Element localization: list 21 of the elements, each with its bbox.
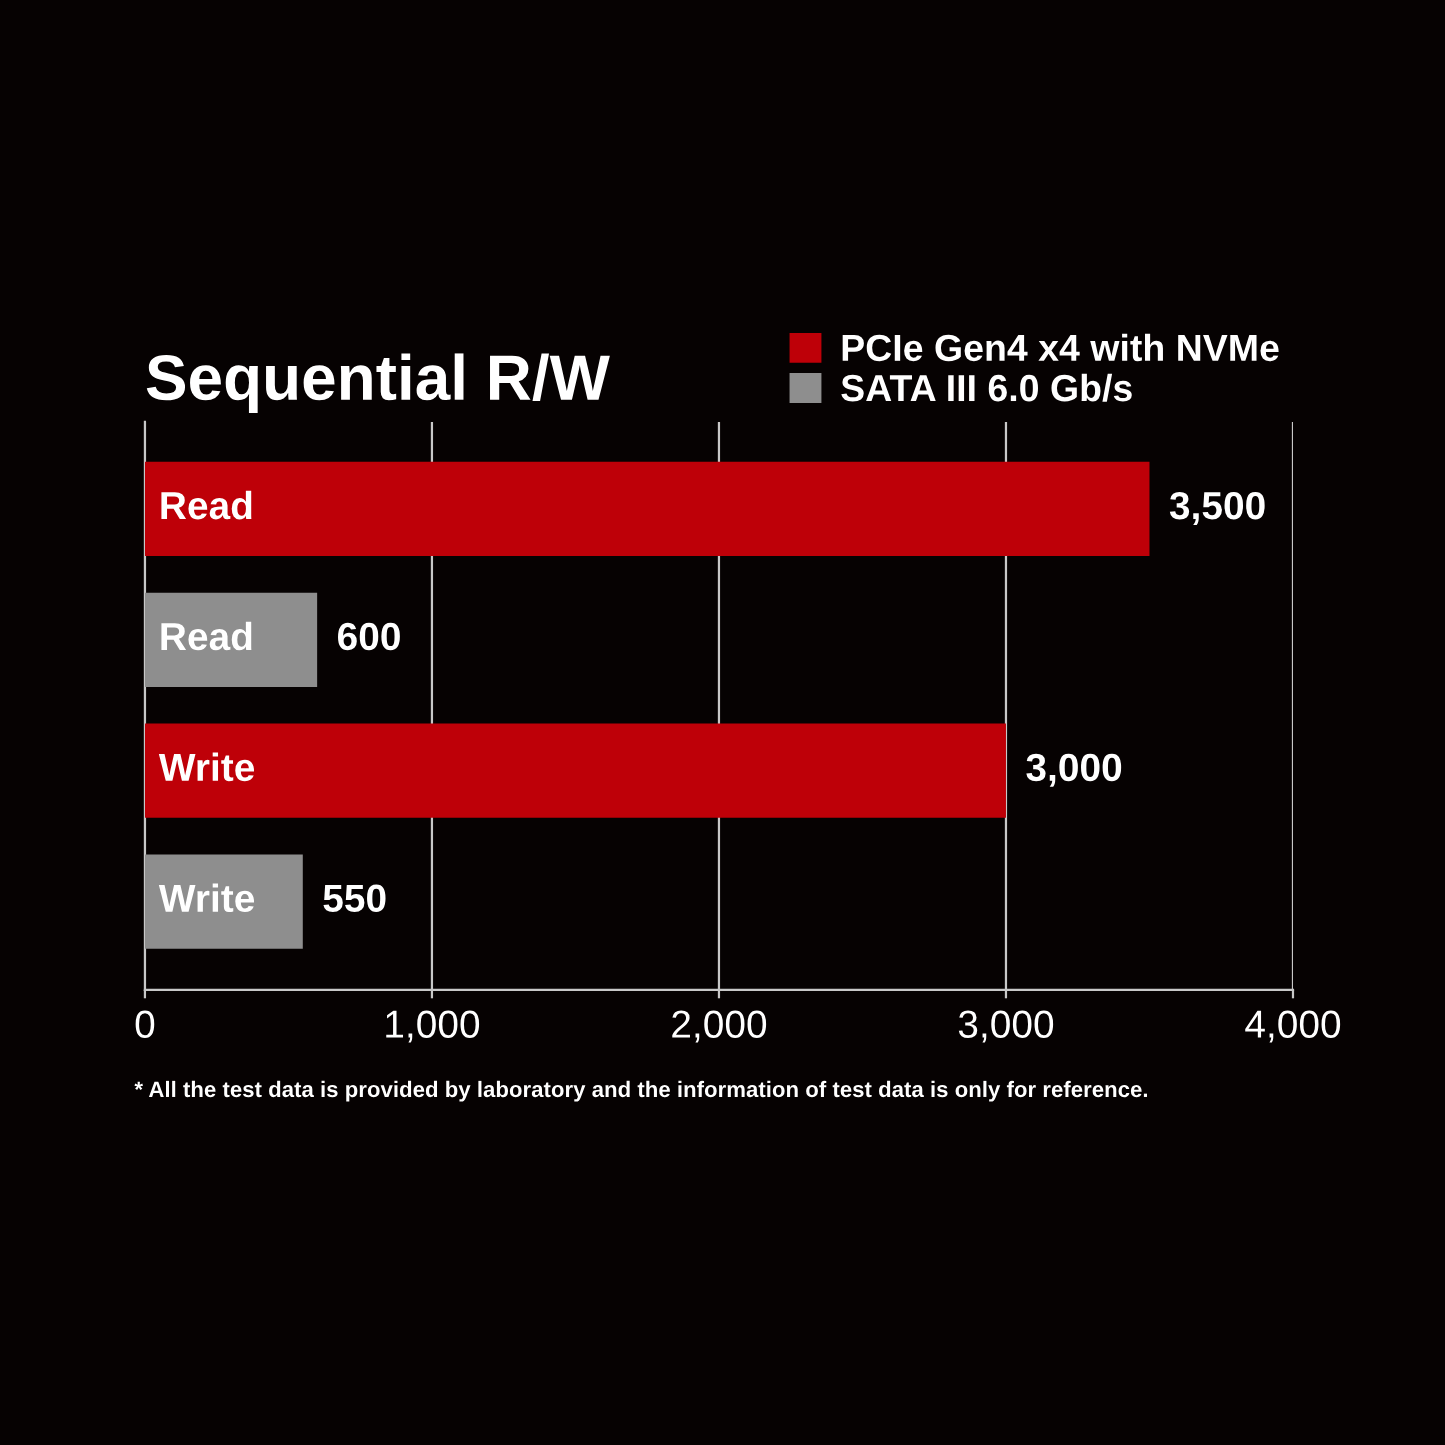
x-tick-label: 4,000 — [1245, 1010, 1341, 1043]
bar — [144, 854, 303, 949]
y-tick-label: Read — [161, 490, 252, 520]
y-tick-label: Write — [158, 752, 255, 782]
x-tick-label: 3,000 — [958, 1010, 1054, 1043]
x-tick-label: 1,000 — [386, 1010, 480, 1043]
legend-label: SATA III 6.0 Gb/s — [841, 373, 1132, 402]
chart-title: Sequential R/W — [146, 353, 610, 413]
y-tick-label: Read — [161, 621, 252, 651]
data-label: 600 — [338, 622, 400, 651]
y-tick-label: Write — [158, 883, 255, 913]
data-label: 550 — [323, 884, 386, 913]
bar — [144, 723, 1006, 818]
data-label: 3,500 — [1169, 491, 1265, 526]
legend-label: PCIe Gen4 x4 with NVMe — [842, 333, 1279, 362]
text: * All the test data is provided by laboratory and the information of test data is only for reference. — [134, 1080, 1148, 1102]
x-tick-label: 2,000 — [672, 1010, 767, 1043]
bar — [144, 592, 318, 687]
data-label: 3,000 — [1026, 753, 1122, 787]
x-tick-label: 0 — [135, 1010, 155, 1038]
bar — [144, 461, 1150, 557]
